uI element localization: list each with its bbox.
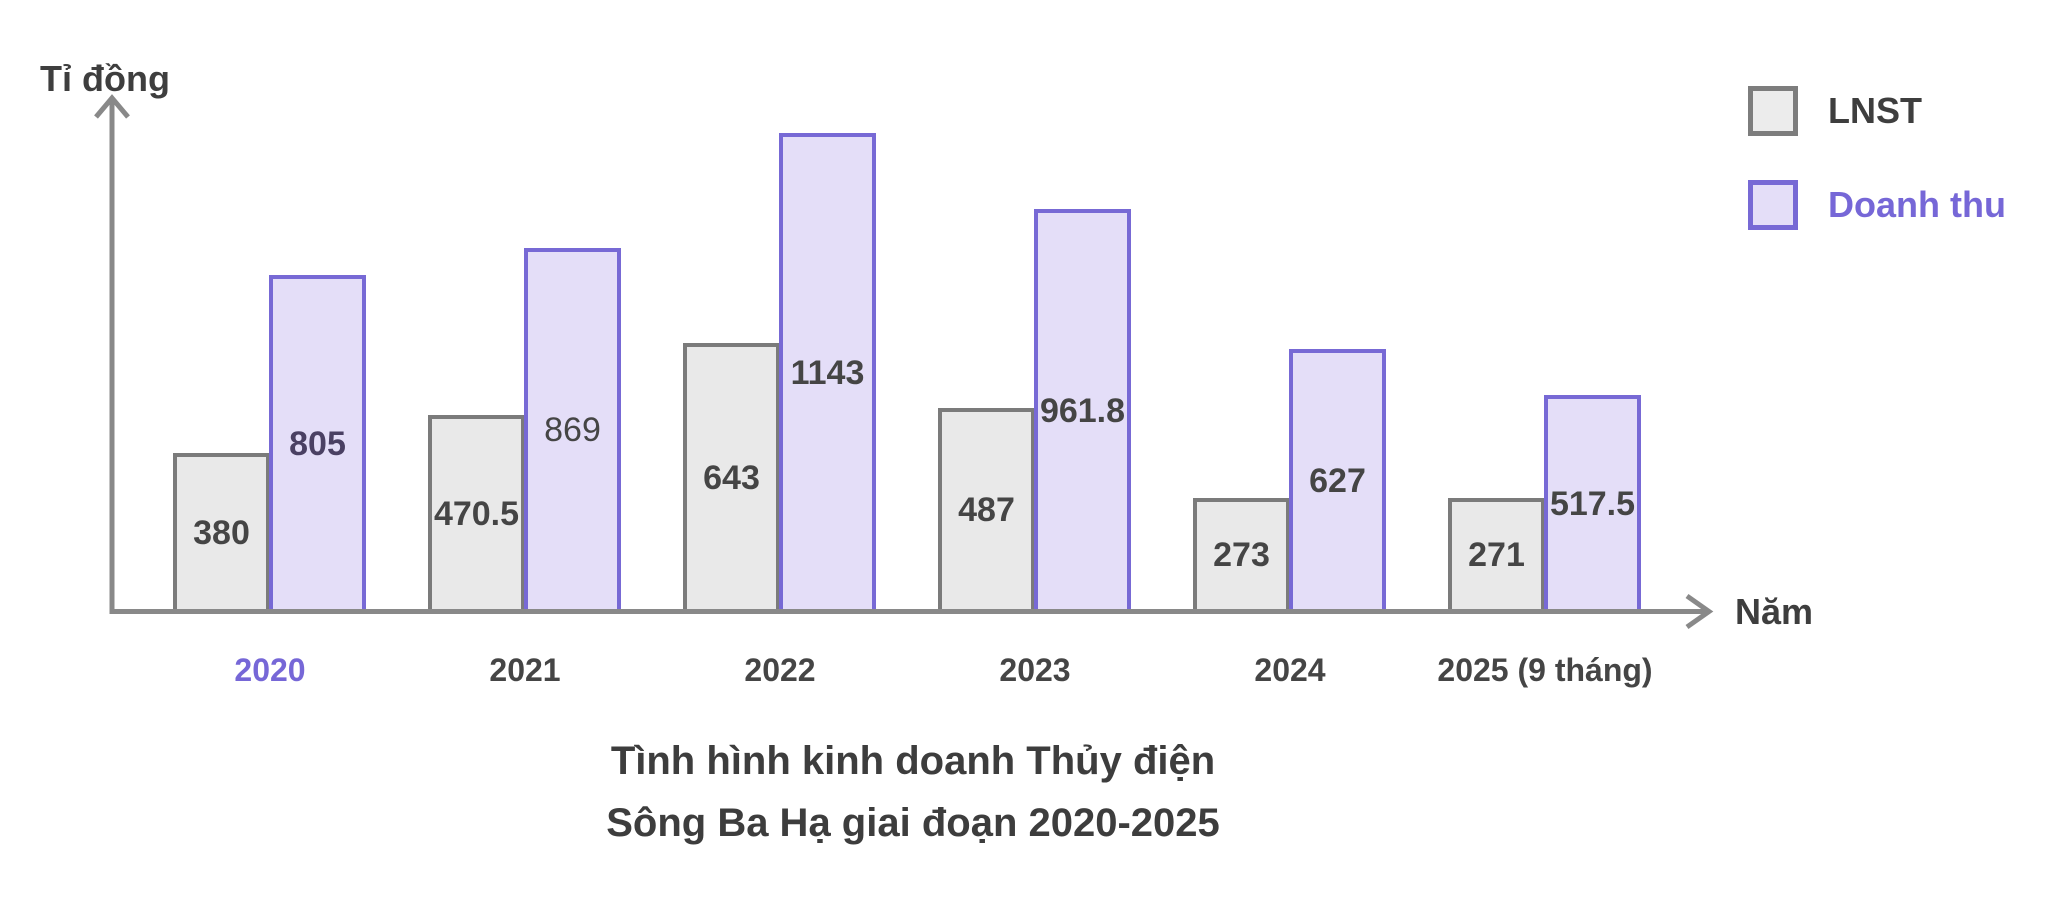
value-label-lnst-2024: 273 <box>1213 536 1270 574</box>
legend-label-lnst: LNST <box>1828 90 1922 131</box>
bar-doanh-thu-2023 <box>1034 209 1131 612</box>
value-label-lnst-2023: 487 <box>958 491 1015 529</box>
chart-title-line-2: Sông Ba Hạ giai đoạn 2020-2025 <box>606 801 1220 845</box>
x-axis-label: Năm <box>1735 591 1814 632</box>
value-label-doanh-thu-2020: 805 <box>289 424 346 463</box>
bar-doanh-thu-2025-9-th-ng <box>1544 395 1641 612</box>
legend-item-lnst: LNST <box>1748 86 2006 136</box>
x-tick-2024: 2024 <box>1254 652 1326 688</box>
x-tick-2025-9-th-ng: 2025 (9 tháng) <box>1437 652 1653 688</box>
bar-lnst-2025-9-th-ng <box>1448 498 1545 612</box>
legend-swatch-doanh-thu <box>1748 180 1798 230</box>
bar-lnst-2024 <box>1193 498 1290 612</box>
x-tick-2023: 2023 <box>999 652 1071 688</box>
value-label-lnst-2020: 380 <box>193 513 250 552</box>
y-axis-label: Tỉ đồng <box>40 58 170 99</box>
x-tick-2022: 2022 <box>744 652 816 688</box>
bar-lnst-2022 <box>683 343 780 612</box>
x-tick-2021: 2021 <box>489 652 561 688</box>
value-label-doanh-thu-2025-9-th-ng: 517.5 <box>1549 484 1636 523</box>
chart-title-line-1: Tình hình kinh doanh Thủy điện <box>610 739 1216 783</box>
legend-swatch-lnst <box>1748 86 1798 136</box>
bar-doanh-thu-2020 <box>269 275 366 612</box>
bar-doanh-thu-2021 <box>524 248 621 612</box>
chart-title: Tình hình kinh doanh Thủy điện Sông Ba H… <box>213 730 1613 854</box>
legend: LNST Doanh thu <box>1748 86 2006 274</box>
value-label-lnst-2025-9-th-ng: 271 <box>1468 536 1525 574</box>
x-tick-2020: 2020 <box>234 652 306 688</box>
bar-doanh-thu-2022 <box>779 133 876 612</box>
value-label-doanh-thu-2022: 1143 <box>790 353 865 392</box>
value-label-lnst-2021: 470.5 <box>433 494 520 533</box>
legend-label-doanh-thu: Doanh thu <box>1828 184 2006 225</box>
bar-lnst-2021 <box>428 415 525 612</box>
legend-item-doanh-thu: Doanh thu <box>1748 180 2006 230</box>
bar-lnst-2020 <box>173 453 270 612</box>
value-label-doanh-thu-2021: 869 <box>544 411 601 449</box>
value-label-doanh-thu-2023: 961.8 <box>1039 391 1126 430</box>
value-label-lnst-2022: 643 <box>703 458 760 497</box>
value-label-doanh-thu-2024: 627 <box>1309 461 1366 500</box>
bar-doanh-thu-2024 <box>1289 349 1386 612</box>
bar-lnst-2023 <box>938 408 1035 612</box>
